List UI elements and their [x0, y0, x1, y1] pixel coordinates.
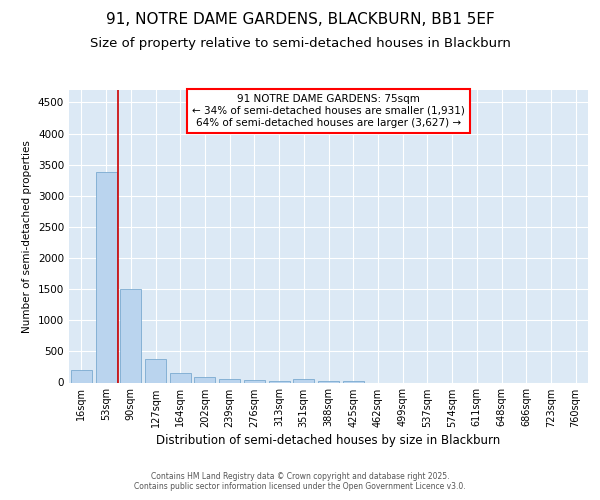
- Bar: [343, 380, 364, 382]
- Y-axis label: Number of semi-detached properties: Number of semi-detached properties: [22, 140, 32, 332]
- Text: Contains HM Land Registry data © Crown copyright and database right 2025.
Contai: Contains HM Land Registry data © Crown c…: [134, 472, 466, 491]
- Text: 91, NOTRE DAME GARDENS, BLACKBURN, BB1 5EF: 91, NOTRE DAME GARDENS, BLACKBURN, BB1 5…: [106, 12, 494, 28]
- X-axis label: Distribution of semi-detached houses by size in Blackburn: Distribution of semi-detached houses by …: [157, 434, 500, 446]
- Text: Size of property relative to semi-detached houses in Blackburn: Size of property relative to semi-detach…: [89, 38, 511, 51]
- Text: 91 NOTRE DAME GARDENS: 75sqm
← 34% of semi-detached houses are smaller (1,931)
6: 91 NOTRE DAME GARDENS: 75sqm ← 34% of se…: [192, 94, 465, 128]
- Bar: [170, 373, 191, 382]
- Bar: [71, 370, 92, 382]
- Bar: [145, 359, 166, 382]
- Bar: [318, 381, 339, 382]
- Bar: [219, 379, 240, 382]
- Bar: [269, 381, 290, 382]
- Bar: [194, 377, 215, 382]
- Bar: [293, 380, 314, 382]
- Bar: [120, 289, 141, 382]
- Bar: [95, 172, 116, 382]
- Bar: [244, 380, 265, 382]
